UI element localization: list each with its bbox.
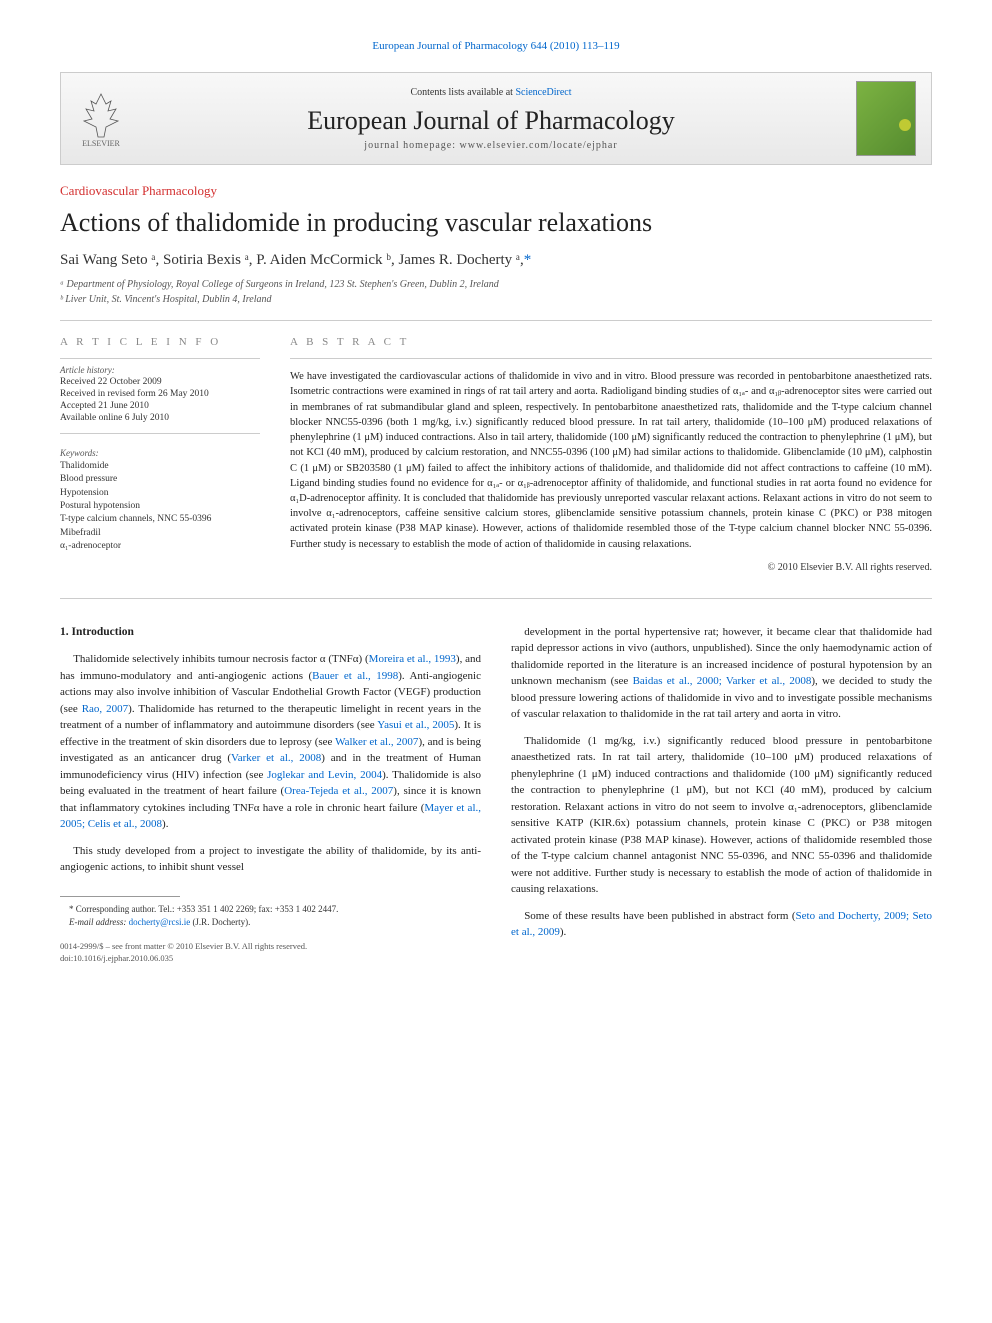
elsevier-text: ELSEVIER (82, 139, 120, 148)
history-label: Article history: (60, 365, 260, 375)
reference-link[interactable]: Varker et al., 2008 (231, 752, 321, 764)
keywords-label: Keywords: (60, 448, 260, 458)
journal-name: European Journal of Pharmacology (126, 106, 856, 136)
divider (60, 320, 932, 321)
elsevier-logo: ELSEVIER (76, 89, 126, 148)
copyright: © 2010 Elsevier B.V. All rights reserved… (290, 562, 932, 573)
contents-lists: Contents lists available at ScienceDirec… (126, 87, 856, 98)
authors: Sai Wang Seto ᵃ, Sotiria Bexis ᵃ, P. Aid… (60, 252, 932, 269)
sciencedirect-link[interactable]: ScienceDirect (515, 87, 571, 98)
affiliation: ᵇ Liver Unit, St. Vincent's Hospital, Du… (60, 294, 932, 305)
reference-link[interactable]: Baidas et al., 2000; Varker et al., 2008 (633, 675, 812, 687)
section-tag: Cardiovascular Pharmacology (60, 183, 932, 199)
reference-link[interactable]: Joglekar and Levin, 2004 (267, 769, 382, 781)
paragraph: This study developed from a project to i… (60, 843, 481, 876)
paragraph: Thalidomide selectively inhibits tumour … (60, 651, 481, 833)
abstract-text: We have investigated the cardiovascular … (290, 369, 932, 552)
corresponding-note: * Corresponding author. Tel.: +353 351 1… (60, 903, 481, 917)
journal-citation[interactable]: European Journal of Pharmacology 644 (20… (60, 40, 932, 52)
keyword: Mibefradil (60, 527, 260, 540)
history-line: Available online 6 July 2010 (60, 413, 260, 423)
affiliation: ᵃ Department of Physiology, Royal Colleg… (60, 279, 932, 290)
article-info: A R T I C L E I N F O Article history: R… (60, 336, 260, 573)
keyword: T-type calcium channels, NNC 55-0396 (60, 513, 260, 526)
history-line: Received 22 October 2009 (60, 377, 260, 387)
email-link[interactable]: docherty@rcsi.ie (129, 917, 191, 927)
email-line: E-mail address: docherty@rcsi.ie (J.R. D… (60, 916, 481, 930)
corresponding-mark[interactable]: * (524, 252, 532, 268)
keyword: Blood pressure (60, 473, 260, 486)
divider (60, 598, 932, 599)
paragraph: Some of these results have been publishe… (511, 908, 932, 941)
footnote-divider (60, 896, 180, 897)
reference-link[interactable]: Bauer et al., 1998 (312, 670, 398, 682)
paragraph: development in the portal hypertensive r… (511, 624, 932, 723)
history-line: Received in revised form 26 May 2010 (60, 389, 260, 399)
article-info-heading: A R T I C L E I N F O (60, 336, 260, 348)
masthead: ELSEVIER Contents lists available at Sci… (60, 72, 932, 165)
reference-link[interactable]: Walker et al., 2007 (335, 736, 418, 748)
abstract-heading: A B S T R A C T (290, 336, 932, 348)
journal-cover-icon (856, 81, 916, 156)
reference-link[interactable]: Moreira et al., 1993 (369, 653, 456, 665)
left-column: 1. Introduction Thalidomide selectively … (60, 624, 481, 965)
right-column: development in the portal hypertensive r… (511, 624, 932, 965)
doi-link[interactable]: doi:10.1016/j.ejphar.2010.06.035 (60, 952, 481, 965)
journal-homepage: journal homepage: www.elsevier.com/locat… (126, 140, 856, 151)
article-title: Actions of thalidomide in producing vasc… (60, 207, 932, 238)
keyword: Postural hypotension (60, 500, 260, 513)
elsevier-tree-icon (76, 89, 126, 139)
reference-link[interactable]: Rao, 2007 (82, 703, 128, 715)
keyword: Thalidomide (60, 460, 260, 473)
abstract: A B S T R A C T We have investigated the… (290, 336, 932, 573)
reference-link[interactable]: Orea-Tejeda et al., 2007 (284, 785, 393, 797)
keyword: α₁-adrenoceptor (60, 540, 260, 553)
keyword: Hypotension (60, 487, 260, 500)
paragraph: Thalidomide (1 mg/kg, i.v.) significantl… (511, 733, 932, 898)
intro-heading: 1. Introduction (60, 624, 481, 641)
doi-block: 0014-2999/$ – see front matter © 2010 El… (60, 940, 481, 966)
homepage-url[interactable]: www.elsevier.com/locate/ejphar (460, 140, 618, 151)
history-line: Accepted 21 June 2010 (60, 401, 260, 411)
reference-link[interactable]: Yasui et al., 2005 (377, 719, 454, 731)
